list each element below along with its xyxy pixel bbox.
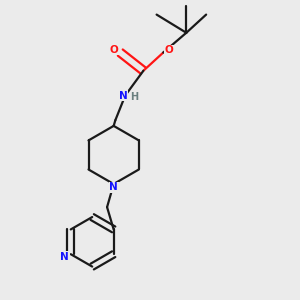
Text: H: H	[130, 92, 139, 103]
Text: O: O	[165, 45, 173, 55]
Text: N: N	[119, 91, 128, 100]
Text: O: O	[110, 45, 119, 55]
Text: N: N	[109, 182, 118, 192]
Text: N: N	[60, 252, 69, 262]
